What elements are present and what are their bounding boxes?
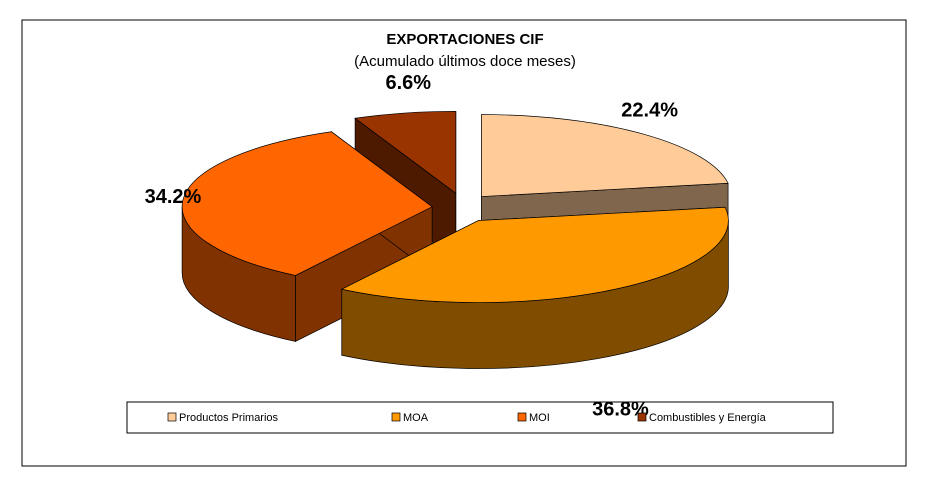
- legend-label: Productos Primarios: [179, 412, 279, 424]
- data-label: 6.6%: [385, 72, 431, 94]
- legend-swatch: [391, 412, 401, 422]
- legend-box: [126, 401, 834, 434]
- chart-subtitle: (Acumulado últimos doce meses): [354, 53, 576, 70]
- data-label: 34.2%: [145, 186, 202, 208]
- legend-label: MOI: [529, 412, 550, 424]
- legend-swatch: [167, 412, 177, 422]
- legend-swatch: [637, 412, 647, 422]
- chart-title: EXPORTACIONES CIF: [386, 31, 543, 48]
- slice: [354, 110, 457, 195]
- slice: [181, 131, 433, 276]
- legend-label: MOA: [403, 412, 429, 424]
- slice: [481, 114, 729, 197]
- data-label: 36.8%: [592, 399, 649, 421]
- data-label: 22.4%: [621, 99, 678, 121]
- legend-label: Combustibles y Energía: [649, 412, 767, 424]
- slice: [340, 206, 729, 303]
- legend-swatch: [517, 412, 527, 422]
